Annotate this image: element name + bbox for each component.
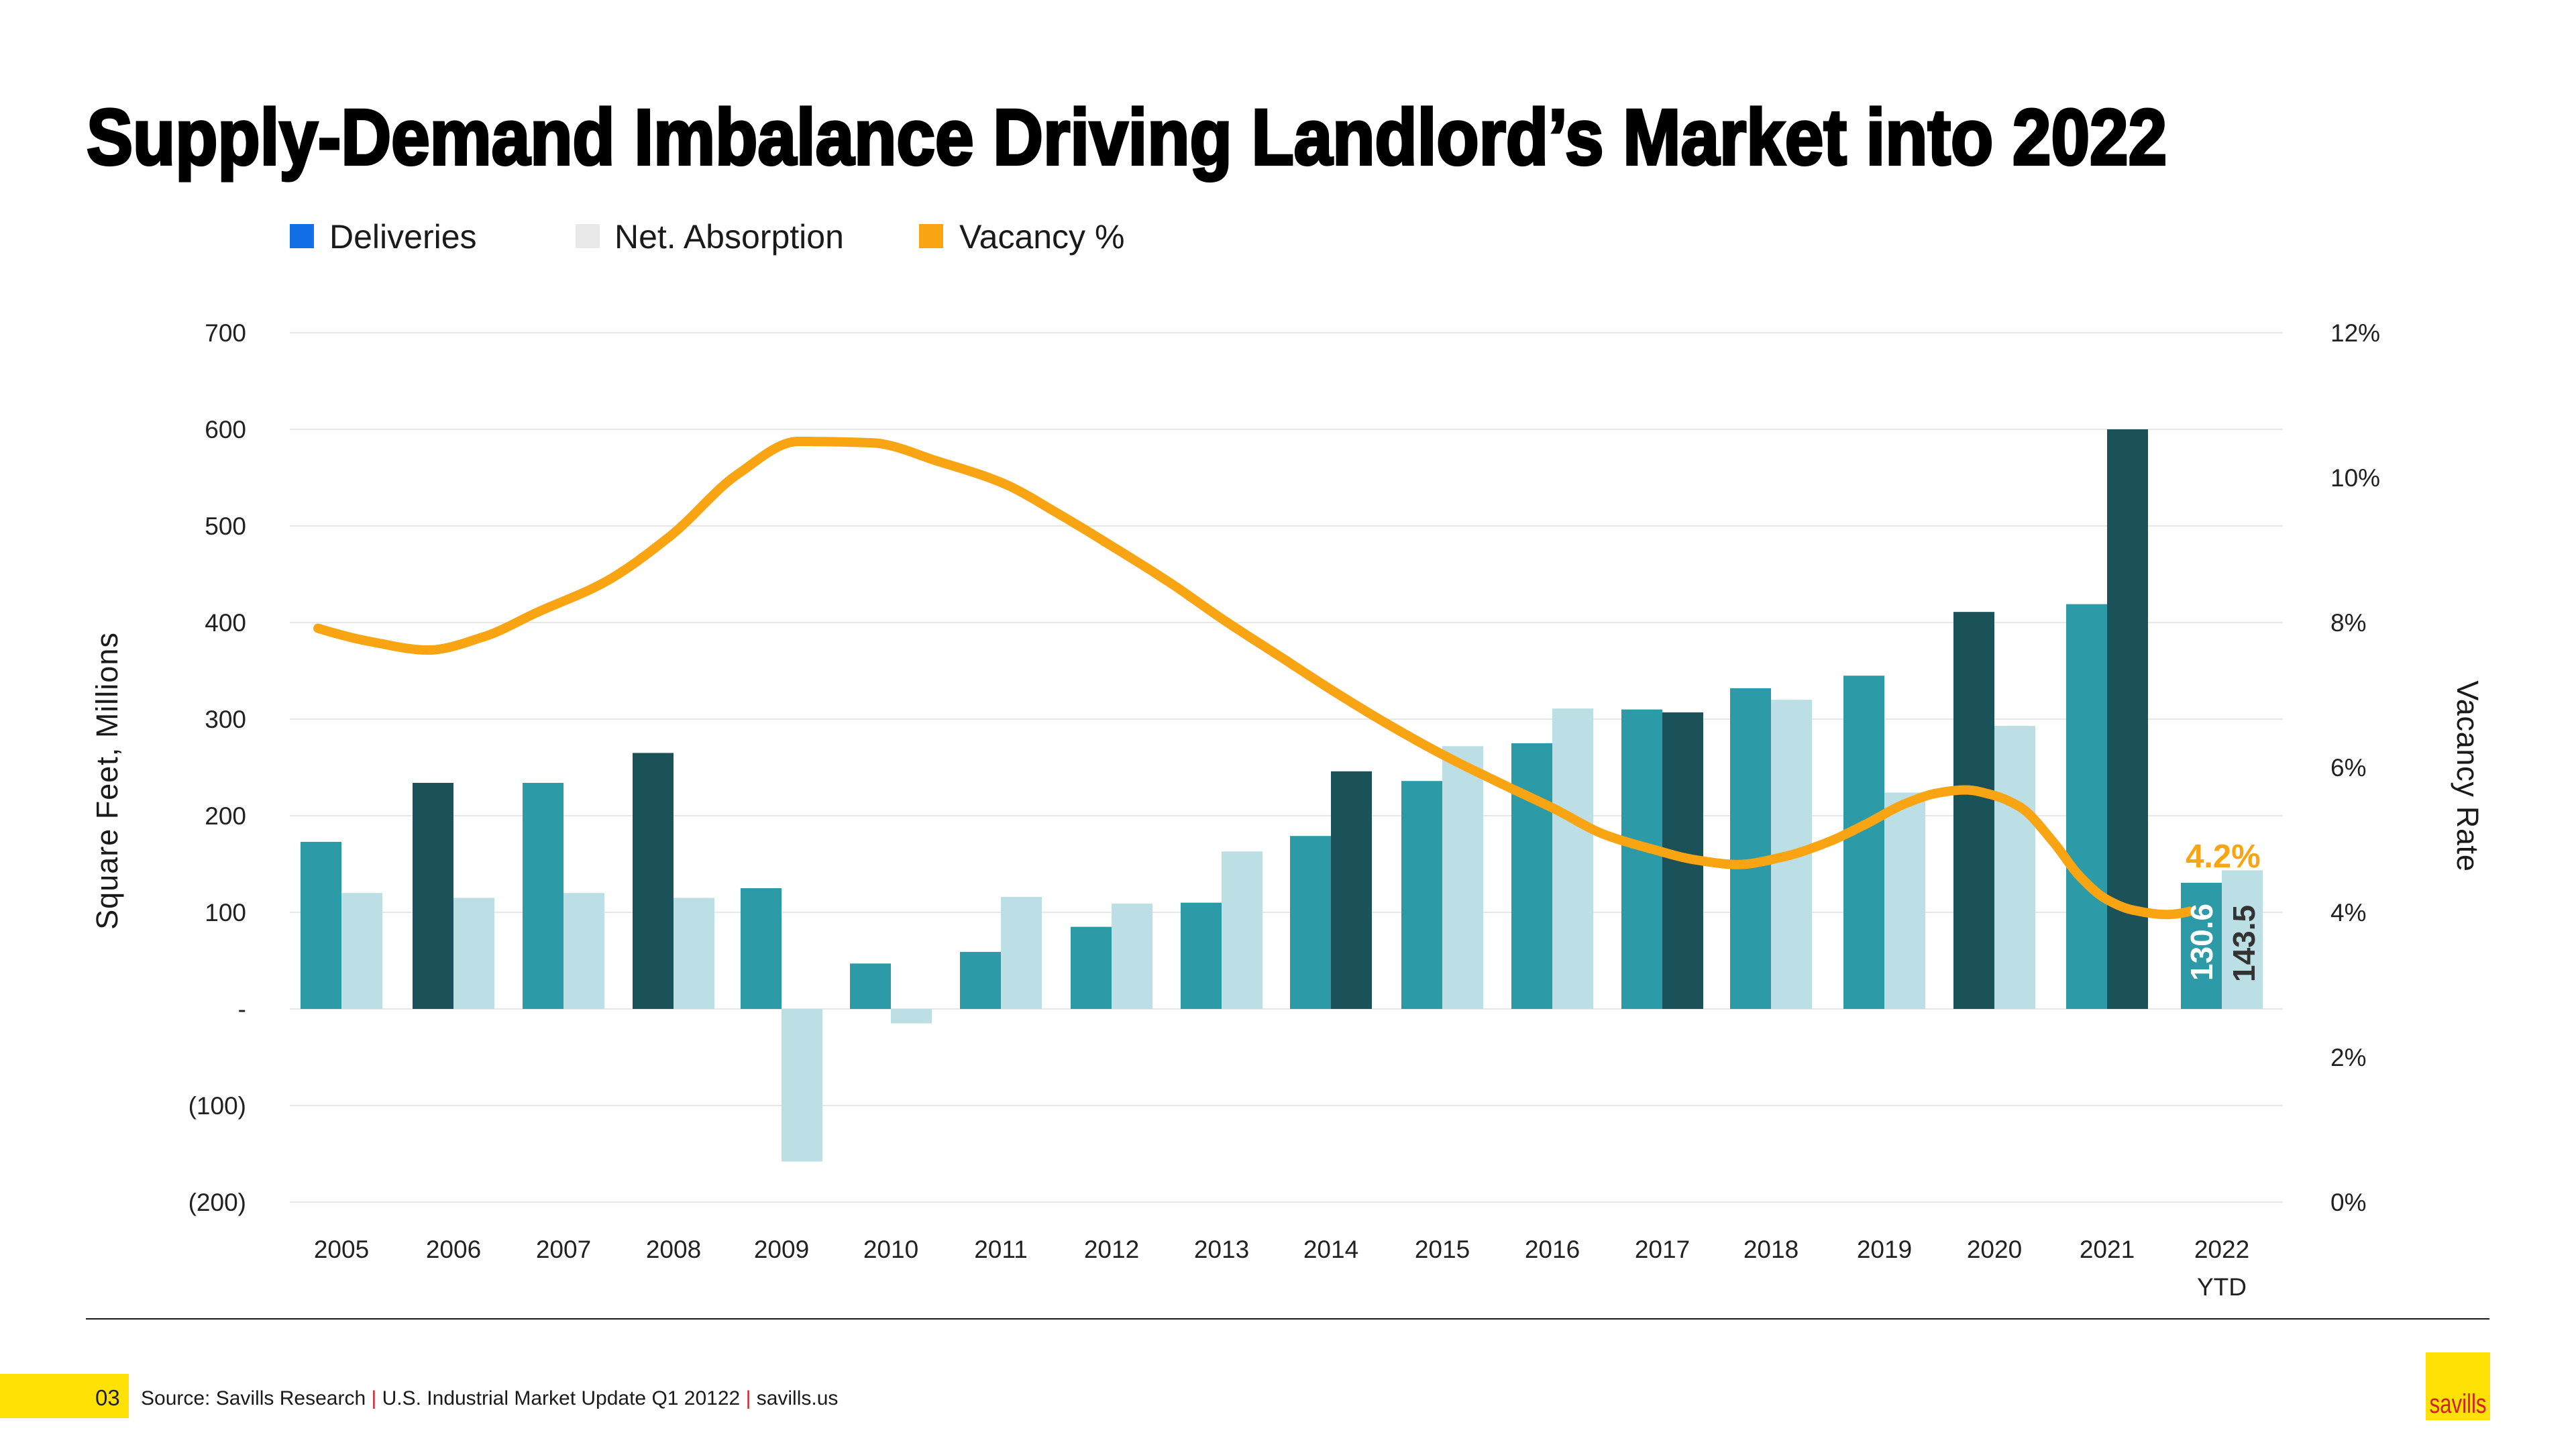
svg-text:Supply-Demand Imbalance Drivin: Supply-Demand Imbalance Driving Landlord… [87,93,2167,182]
svg-text:2019: 2019 [1857,1236,1912,1263]
svg-text:4%: 4% [2330,899,2366,926]
svg-text:2015: 2015 [1415,1236,1470,1263]
svg-text:Net. Absorption: Net. Absorption [614,218,844,256]
svg-text:10%: 10% [2330,464,2380,492]
svg-text:2017: 2017 [1635,1236,1690,1263]
svg-text:4.2%: 4.2% [2186,839,2261,875]
svg-text:130.6: 130.6 [2184,904,2219,981]
svg-text:143.5: 143.5 [2226,905,2261,982]
svg-text:500: 500 [205,513,246,540]
svg-text:Square Feet, Millions: Square Feet, Millions [90,632,124,930]
svg-text:2012: 2012 [1084,1236,1139,1263]
svg-text:300: 300 [205,706,246,733]
svg-text:2018: 2018 [1743,1236,1799,1263]
svg-text:Deliveries: Deliveries [329,218,477,256]
svg-text:2013: 2013 [1194,1236,1249,1263]
svg-text:2021: 2021 [2080,1236,2135,1263]
svg-text:2020: 2020 [1967,1236,2022,1263]
svg-text:6%: 6% [2330,754,2366,782]
svg-text:YTD: YTD [2197,1273,2247,1301]
svg-text:100: 100 [205,899,246,926]
svg-text:2009: 2009 [754,1236,809,1263]
svg-text:2022: 2022 [2194,1236,2249,1263]
svg-text:2011: 2011 [974,1236,1028,1263]
svg-text:200: 200 [205,802,246,830]
svg-text:2014: 2014 [1303,1236,1358,1263]
svg-text:700: 700 [205,319,246,347]
svg-text:2005: 2005 [314,1236,369,1263]
svg-text:8%: 8% [2330,609,2366,637]
svg-text:400: 400 [205,609,246,637]
svg-text:(200): (200) [189,1189,246,1216]
svg-text:12%: 12% [2330,319,2380,347]
svg-text:2016: 2016 [1525,1236,1580,1263]
svg-text:03: 03 [95,1385,120,1410]
svg-text:savills: savills [2430,1389,2487,1419]
svg-text:0%: 0% [2330,1189,2366,1216]
svg-text:Source: Savills Research | U.S: Source: Savills Research | U.S. Industri… [141,1387,838,1409]
svg-text:600: 600 [205,416,246,443]
svg-text:-: - [238,996,246,1023]
svg-text:Vacancy %: Vacancy % [959,218,1124,256]
svg-text:Vacancy Rate: Vacancy Rate [2451,680,2485,871]
svg-text:2010: 2010 [863,1236,918,1263]
svg-text:2%: 2% [2330,1044,2366,1071]
svg-text:(100): (100) [189,1092,246,1120]
svg-text:2007: 2007 [536,1236,591,1263]
svg-text:2008: 2008 [646,1236,701,1263]
svg-text:2006: 2006 [426,1236,481,1263]
